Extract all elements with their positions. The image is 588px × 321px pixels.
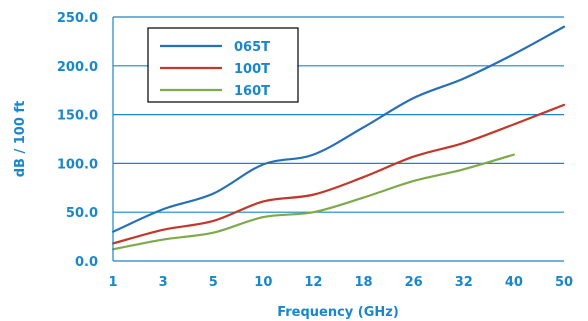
series-lines [111, 25, 566, 251]
legend-label: 065T [234, 40, 270, 55]
y-tick-label: 50.0 [66, 206, 98, 221]
x-axis-title: Frequency (GHz) [277, 305, 399, 320]
y-tick-label: 200.0 [57, 60, 98, 75]
x-tick-label: 12 [304, 275, 322, 290]
x-tick-label: 18 [355, 275, 373, 290]
x-tick-label: 40 [505, 275, 523, 290]
legend: 065T 100T 160T [147, 27, 299, 103]
x-tick-label: 26 [405, 275, 423, 290]
x-tick-label: 3 [159, 275, 168, 290]
x-tick-label: 10 [254, 275, 272, 290]
x-tick-label: 32 [455, 275, 473, 290]
legend-label: 160T [234, 84, 270, 99]
series-line-065t [111, 25, 566, 233]
y-tick-label: 150.0 [57, 109, 98, 124]
x-tick-labels: 1 3 5 10 12 18 26 32 40 50 [108, 275, 573, 290]
y-tick-label: 100.0 [57, 157, 98, 172]
x-tick-label: 5 [209, 275, 218, 290]
y-axis-title: dB / 100 ft [13, 101, 28, 178]
legend-label: 100T [234, 62, 270, 77]
y-tick-label: 0.0 [75, 255, 98, 270]
x-tick-label: 50 [555, 275, 573, 290]
series-line-100t [111, 103, 566, 245]
series-line-160t [111, 153, 515, 251]
y-tick-labels: 0.0 50.0 100.0 150.0 200.0 250.0 [57, 11, 98, 270]
x-tick-label: 1 [108, 275, 117, 290]
y-tick-label: 250.0 [57, 11, 98, 26]
legend-box [147, 27, 299, 103]
